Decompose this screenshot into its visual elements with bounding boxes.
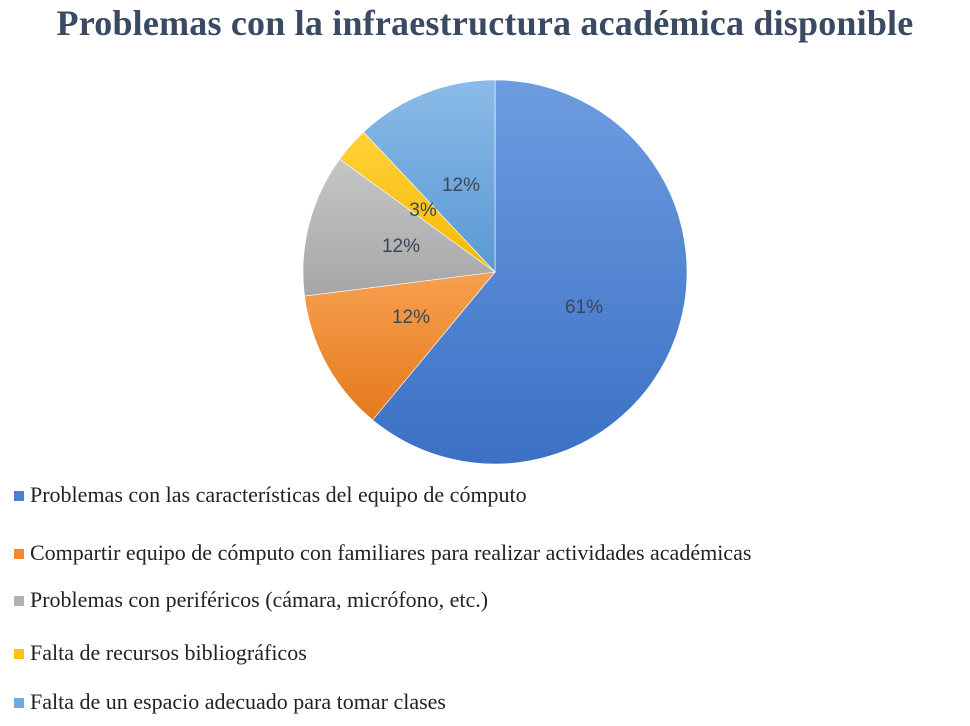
pie-slice-3 — [302, 158, 496, 297]
legend-item-2: Compartir equipo de cómputo con familiar… — [14, 541, 964, 565]
slice-label-2: 12% — [392, 307, 430, 328]
legend-label-3: Problemas con periféricos (cámara, micró… — [30, 587, 489, 612]
slice-label-3: 12% — [382, 236, 420, 257]
pie-chart: 61%12%12%3%12% — [302, 79, 688, 465]
legend-swatch-2 — [14, 549, 24, 559]
pie-slice-5 — [363, 79, 496, 273]
legend-label-2: Compartir equipo de cómputo con familiar… — [30, 540, 752, 565]
legend-item-1: Problemas con las características del eq… — [14, 483, 964, 507]
legend-swatch-1 — [14, 491, 24, 501]
slice-label-4: 3% — [409, 200, 437, 221]
legend-label-5: Falta de un espacio adecuado para tomar … — [30, 689, 446, 714]
pie-slice-1 — [372, 79, 688, 465]
legend-swatch-3 — [14, 596, 24, 606]
legend-label-4: Falta de recursos bibliográficos — [30, 640, 307, 665]
legend-label-1: Problemas con las características del eq… — [30, 482, 527, 507]
pie-slice-2 — [304, 271, 496, 421]
chart-title: Problemas con la infraestructura académi… — [56, 3, 914, 43]
slice-label-5: 12% — [442, 175, 480, 196]
legend-item-4: Falta de recursos bibliográficos — [14, 641, 964, 665]
legend-item-5: Falta de un espacio adecuado para tomar … — [14, 690, 964, 714]
legend-swatch-4 — [14, 649, 24, 659]
legend-item-3: Problemas con periféricos (cámara, micró… — [14, 588, 964, 612]
slice-label-1: 61% — [565, 297, 603, 318]
legend-swatch-5 — [14, 698, 24, 708]
